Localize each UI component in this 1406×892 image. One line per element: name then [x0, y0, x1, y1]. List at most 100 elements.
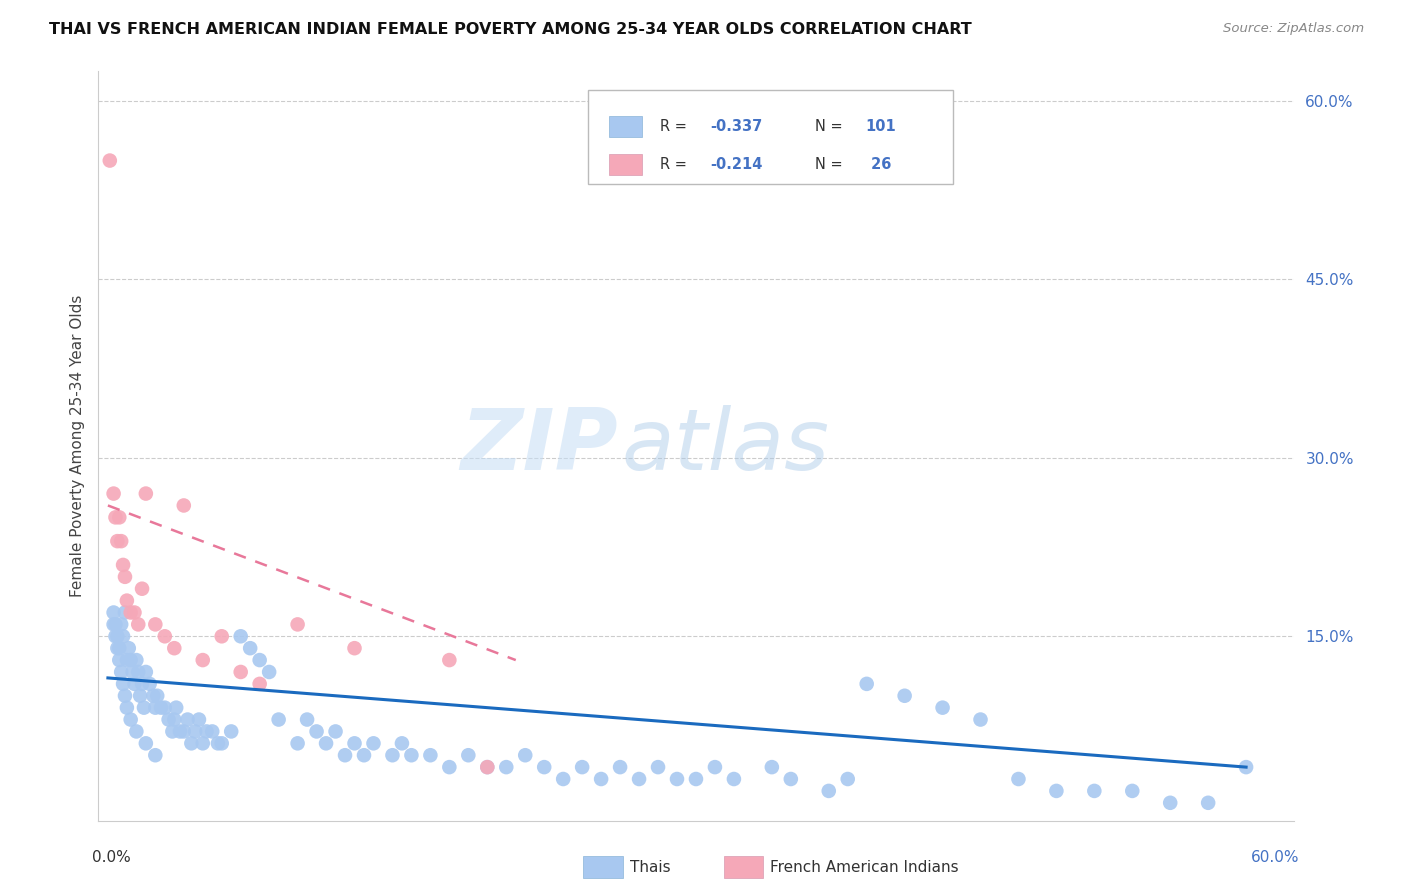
Point [1045, 784, 1067, 798]
Point [124, 606, 146, 620]
Text: 26: 26 [866, 157, 891, 172]
Text: 0.0%: 0.0% [93, 850, 131, 865]
Point [211, 629, 233, 643]
Point [131, 582, 153, 596]
Point [477, 760, 499, 774]
Point [779, 772, 801, 786]
Point [157, 713, 180, 727]
Point [419, 748, 441, 763]
Point [127, 617, 149, 632]
Point [176, 713, 198, 727]
Point [115, 593, 138, 607]
Text: N =: N = [815, 119, 848, 134]
Text: R =: R = [661, 119, 692, 134]
Point [495, 760, 517, 774]
Point [180, 736, 202, 750]
Point [110, 534, 132, 549]
Point [287, 736, 309, 750]
Point [315, 736, 337, 750]
Point [132, 700, 155, 714]
Point [105, 629, 128, 643]
Point [571, 760, 593, 774]
Text: -0.214: -0.214 [710, 157, 762, 172]
Text: R =: R = [661, 157, 692, 172]
Point [219, 724, 242, 739]
Point [104, 617, 127, 632]
Point [163, 713, 186, 727]
Point [628, 772, 651, 786]
Point [239, 641, 262, 656]
Point [249, 677, 271, 691]
Point [188, 713, 211, 727]
Point [553, 772, 575, 786]
Text: ZIP: ZIP [461, 404, 619, 488]
Point [325, 724, 347, 739]
Point [211, 736, 233, 750]
Point [295, 713, 318, 727]
Text: -0.337: -0.337 [710, 119, 762, 134]
Text: N =: N = [815, 157, 848, 172]
Point [287, 617, 309, 632]
Text: Source: ZipAtlas.com: Source: ZipAtlas.com [1223, 22, 1364, 36]
Point [110, 617, 132, 632]
Point [457, 748, 479, 763]
Point [104, 629, 127, 643]
Point [855, 677, 877, 691]
Point [969, 713, 991, 727]
Point [343, 736, 366, 750]
Point [363, 736, 385, 750]
Point [195, 724, 218, 739]
Point [533, 760, 555, 774]
Point [439, 653, 461, 667]
Point [343, 641, 366, 656]
Text: THAI VS FRENCH AMERICAN INDIAN FEMALE POVERTY AMONG 25-34 YEAR OLDS CORRELATION : THAI VS FRENCH AMERICAN INDIAN FEMALE PO… [49, 22, 972, 37]
Point [401, 748, 423, 763]
Point [165, 700, 187, 714]
Point [267, 713, 290, 727]
Point [169, 724, 191, 739]
Point [120, 653, 142, 667]
Point [666, 772, 689, 786]
Point [150, 700, 173, 714]
Point [515, 748, 537, 763]
Point [108, 510, 131, 524]
Point [124, 677, 146, 691]
Text: French American Indians: French American Indians [770, 860, 959, 874]
Text: 101: 101 [866, 119, 897, 134]
Point [115, 700, 138, 714]
Point [439, 760, 461, 774]
Point [1159, 796, 1181, 810]
Point [143, 748, 166, 763]
Point [135, 486, 157, 500]
Point [135, 665, 157, 679]
FancyBboxPatch shape [589, 90, 953, 184]
Point [110, 665, 132, 679]
Point [153, 700, 176, 714]
Point [129, 689, 152, 703]
Point [120, 606, 142, 620]
Point [103, 606, 125, 620]
Point [121, 665, 143, 679]
Text: atlas: atlas [621, 404, 830, 488]
Point [112, 677, 135, 691]
Point [893, 689, 915, 703]
Point [1083, 784, 1105, 798]
Point [153, 629, 176, 643]
Point [229, 629, 252, 643]
Point [98, 153, 121, 168]
Point [257, 665, 280, 679]
Point [114, 689, 136, 703]
Point [723, 772, 745, 786]
Point [104, 510, 127, 524]
Point [146, 689, 169, 703]
Point [184, 724, 207, 739]
Point [229, 665, 252, 679]
Point [115, 653, 138, 667]
Y-axis label: Female Poverty Among 25-34 Year Olds: Female Poverty Among 25-34 Year Olds [69, 295, 84, 597]
Point [143, 617, 166, 632]
Point [333, 748, 356, 763]
Point [135, 736, 157, 750]
Point [1121, 784, 1143, 798]
Point [125, 724, 148, 739]
Point [191, 736, 214, 750]
